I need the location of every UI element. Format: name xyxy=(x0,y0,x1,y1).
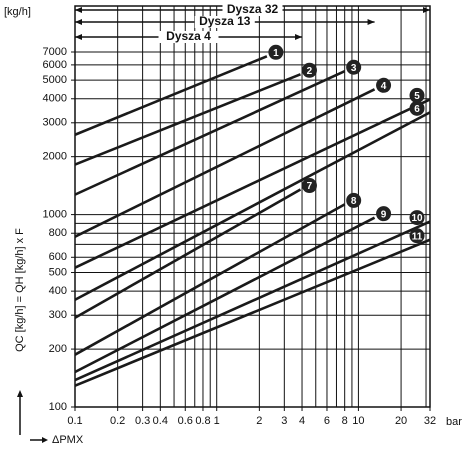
series-line xyxy=(74,203,346,356)
y-tick-label: 5000 xyxy=(43,74,67,86)
y-tick-label: 500 xyxy=(49,266,67,278)
x-tick-label: 2 xyxy=(256,415,262,427)
y-tick-label: 300 xyxy=(49,309,67,321)
x-tick-label: 1 xyxy=(214,415,220,427)
range-label-bg xyxy=(222,4,283,16)
series-line xyxy=(74,73,301,166)
range-arrow-head xyxy=(295,34,303,40)
series-marker xyxy=(301,62,317,78)
series-line xyxy=(74,70,346,196)
x-tick-label: 3 xyxy=(281,415,287,427)
series-line xyxy=(74,220,431,382)
x-axis-label: ΔPMX xyxy=(52,434,84,446)
y-tick-label: 600 xyxy=(49,251,67,263)
y-label-arrow-head xyxy=(17,390,23,397)
series-line xyxy=(74,188,302,319)
series-name: 7 xyxy=(307,181,313,192)
series-marker xyxy=(409,228,425,244)
series-name: 2 xyxy=(307,66,313,77)
range-arrow-head xyxy=(423,7,430,13)
series-name: 10 xyxy=(411,213,423,224)
y-tick-label: 1000 xyxy=(43,209,67,221)
series-name: 9 xyxy=(381,209,387,220)
y-axis-label: QC [kg/h] = QH [kg/h] x F xyxy=(14,228,26,352)
series-line xyxy=(74,216,376,374)
x-tick-label: 0.1 xyxy=(67,415,82,427)
series-marker xyxy=(346,59,362,75)
y-tick-label: 3000 xyxy=(43,117,67,129)
x-tick-label: 6 xyxy=(324,415,330,427)
x-tick-label: 0.6 xyxy=(178,415,193,427)
x-tick-label: 0.3 xyxy=(135,415,150,427)
range-arrow-head xyxy=(75,34,82,40)
series-name: 5 xyxy=(414,91,420,102)
range-label: Dysza 32 xyxy=(227,2,279,16)
series-name: 8 xyxy=(351,196,357,207)
y-tick-label: 6000 xyxy=(43,59,67,71)
series-name: 11 xyxy=(412,231,423,242)
y-tick-label: 200 xyxy=(49,343,67,355)
series-name: 3 xyxy=(351,63,357,74)
series-name: 6 xyxy=(414,104,420,115)
x-unit: bar xyxy=(446,416,462,428)
series-line xyxy=(74,238,431,387)
series-name: 4 xyxy=(381,81,387,92)
y-tick-label: 800 xyxy=(49,227,67,239)
series-marker xyxy=(301,178,317,194)
series-marker xyxy=(409,100,425,116)
range-label: Dysza 4 xyxy=(166,29,211,43)
range-label-bg xyxy=(158,31,219,43)
series-marker xyxy=(409,210,425,226)
x-tick-label: 0.8 xyxy=(195,415,210,427)
y-tick-label: 7000 xyxy=(43,46,67,58)
x-tick-label: 8 xyxy=(342,415,348,427)
series-line xyxy=(74,111,431,301)
series-marker xyxy=(376,77,392,93)
x-tick-label: 4 xyxy=(299,415,305,427)
range-arrow-head xyxy=(367,19,375,25)
y-tick-label: 4000 xyxy=(43,93,67,105)
x-tick-label: 32 xyxy=(424,415,436,427)
x-tick-label: 10 xyxy=(352,415,364,427)
series-line xyxy=(74,55,268,136)
range-arrow-head xyxy=(75,19,82,25)
range-label: Dysza 13 xyxy=(199,14,251,28)
x-label-arrow-head xyxy=(42,437,48,443)
series-marker xyxy=(409,87,425,103)
y-tick-label: 100 xyxy=(49,401,67,413)
series-name: 1 xyxy=(273,48,279,59)
x-tick-label: 0.4 xyxy=(153,415,168,427)
range-label-bg xyxy=(194,16,255,28)
range-arrow-head xyxy=(75,7,82,13)
x-tick-label: 20 xyxy=(395,415,407,427)
y-unit: [kg/h] xyxy=(4,6,31,18)
y-tick-label: 2000 xyxy=(43,151,67,163)
series-marker xyxy=(268,44,284,60)
x-tick-label: 0.2 xyxy=(110,415,125,427)
series-line xyxy=(74,88,376,238)
series-marker xyxy=(346,192,362,208)
series-marker xyxy=(376,206,392,222)
series-line xyxy=(74,98,431,269)
y-tick-label: 400 xyxy=(49,285,67,297)
